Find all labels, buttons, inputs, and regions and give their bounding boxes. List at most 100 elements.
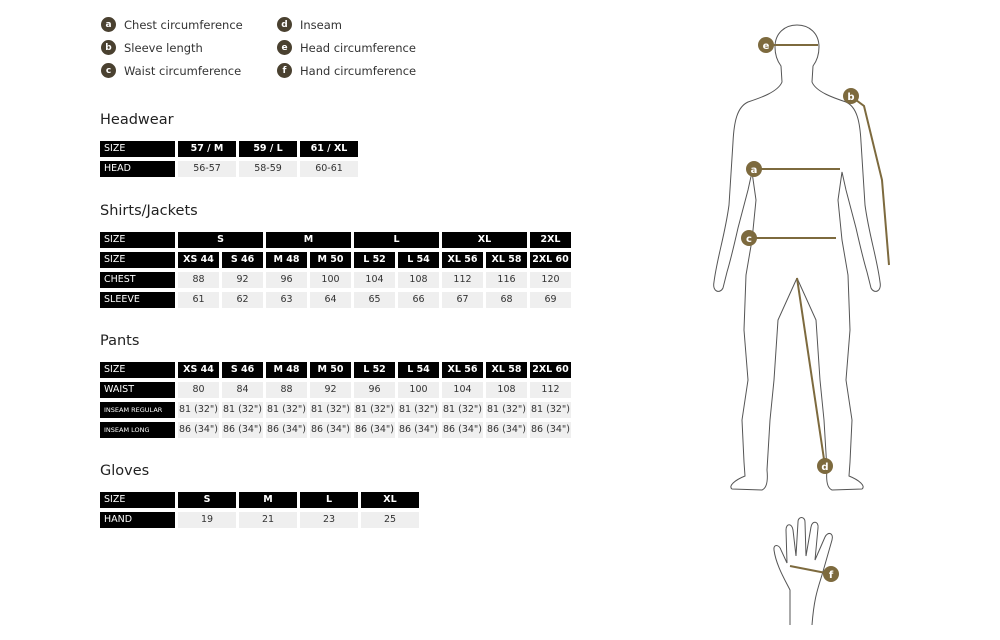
table-cell: 19 [178, 512, 236, 528]
size-header: 2XL 60 [530, 362, 571, 378]
table-cell: 68 [486, 292, 527, 308]
table-cell: 69 [530, 292, 571, 308]
row-label: SIZE [100, 362, 175, 378]
row-label: HEAD [100, 161, 175, 177]
size-header: M 50 [310, 362, 351, 378]
size-header: L 52 [354, 252, 395, 268]
table-cell: 86 (34") [442, 422, 483, 438]
legend-label: Hand circumference [300, 63, 417, 78]
size-group-header: M [266, 232, 351, 248]
table-cell: 88 [266, 382, 307, 398]
size-group-header: L [354, 232, 439, 248]
table-cell: 86 (34") [486, 422, 527, 438]
table-cell: 116 [486, 272, 527, 288]
table-cell: 86 (34") [222, 422, 263, 438]
row-label: INSEAM LONG [100, 422, 175, 438]
table-cell: 81 (32") [530, 402, 571, 418]
table-cell: 96 [354, 382, 395, 398]
legend-item-f: f Hand circumference [277, 63, 416, 78]
table-cell: 92 [222, 272, 263, 288]
table-cell: 81 (32") [310, 402, 351, 418]
table-cell: 80 [178, 382, 219, 398]
size-header: L 52 [354, 362, 395, 378]
table-cell: 86 (34") [266, 422, 307, 438]
svg-text:d: d [821, 462, 828, 473]
table-cell: 58-59 [239, 161, 297, 177]
size-header: XL [361, 492, 419, 508]
row-label: WAIST [100, 382, 175, 398]
size-header: 2XL 60 [530, 252, 571, 268]
row-label: SIZE [100, 252, 175, 268]
size-header: S 46 [222, 362, 263, 378]
size-header: M 48 [266, 362, 307, 378]
table-cell: 67 [442, 292, 483, 308]
size-header: XL 56 [442, 362, 483, 378]
table-cell: 81 (32") [266, 402, 307, 418]
table-cell: 112 [530, 382, 571, 398]
table-cell: 88 [178, 272, 219, 288]
table-cell: 86 (34") [398, 422, 439, 438]
table-cell: 62 [222, 292, 263, 308]
size-header: M 48 [266, 252, 307, 268]
badge-a: a [101, 17, 116, 32]
size-group-header: XL [442, 232, 527, 248]
size-group-header: S [178, 232, 263, 248]
size-header: XL 58 [486, 252, 527, 268]
table-cell: 66 [398, 292, 439, 308]
badge-b: b [101, 40, 116, 55]
pants-title: Pants [100, 333, 140, 349]
badge-d: d [277, 17, 292, 32]
row-label: INSEAM REGULAR [100, 402, 175, 418]
hand-outline [773, 517, 833, 626]
shirts-title: Shirts/Jackets [100, 203, 198, 219]
size-header: L [300, 492, 358, 508]
table-cell: 65 [354, 292, 395, 308]
size-header: 59 / L [239, 141, 297, 157]
badge-f: f [277, 63, 292, 78]
legend-item-e: e Head circumference [277, 40, 416, 55]
legend-item-c: c Waist circumference [101, 63, 241, 78]
row-label: SIZE [100, 492, 175, 508]
legend-label: Chest circumference [124, 17, 243, 32]
badge-c: c [101, 63, 116, 78]
table-cell: 86 (34") [310, 422, 351, 438]
table-cell: 64 [310, 292, 351, 308]
table-cell: 23 [300, 512, 358, 528]
pants-table: SIZE XS 44 S 46 M 48 M 50 L 52 L 54 XL 56 XL 58 2… [100, 362, 571, 438]
badge-e: e [277, 40, 292, 55]
size-header: L 54 [398, 362, 439, 378]
size-header: M [239, 492, 297, 508]
body-outline [713, 24, 881, 626]
table-cell: 60-61 [300, 161, 358, 177]
table-cell: 86 (34") [530, 422, 571, 438]
table-cell: 100 [310, 272, 351, 288]
row-label: CHEST [100, 272, 175, 288]
legend-item-b: b Sleeve length [101, 40, 203, 55]
legend-item-d: d Inseam [277, 17, 342, 32]
size-header: XS 44 [178, 252, 219, 268]
table-cell: 100 [398, 382, 439, 398]
measurement-lines [751, 44, 890, 575]
table-cell: 86 (34") [354, 422, 395, 438]
size-header: 57 / M [178, 141, 236, 157]
svg-text:a: a [751, 165, 758, 176]
legend-item-a: a Chest circumference [101, 17, 243, 32]
svg-text:f: f [829, 570, 834, 581]
size-header: M 50 [310, 252, 351, 268]
table-cell: 120 [530, 272, 571, 288]
legend-label: Head circumference [300, 40, 416, 55]
size-header: XL 58 [486, 362, 527, 378]
row-label: SLEEVE [100, 292, 175, 308]
legend-label: Inseam [300, 17, 342, 32]
row-label: SIZE [100, 141, 175, 157]
marker-e: e [758, 37, 774, 53]
size-header: 61 / XL [300, 141, 358, 157]
row-label: HAND [100, 512, 175, 528]
marker-c: c [741, 230, 757, 246]
marker-b: b [843, 88, 859, 104]
table-cell: 81 (32") [442, 402, 483, 418]
table-cell: 25 [361, 512, 419, 528]
table-cell: 86 (34") [178, 422, 219, 438]
headwear-title: Headwear [100, 112, 174, 128]
table-cell: 96 [266, 272, 307, 288]
